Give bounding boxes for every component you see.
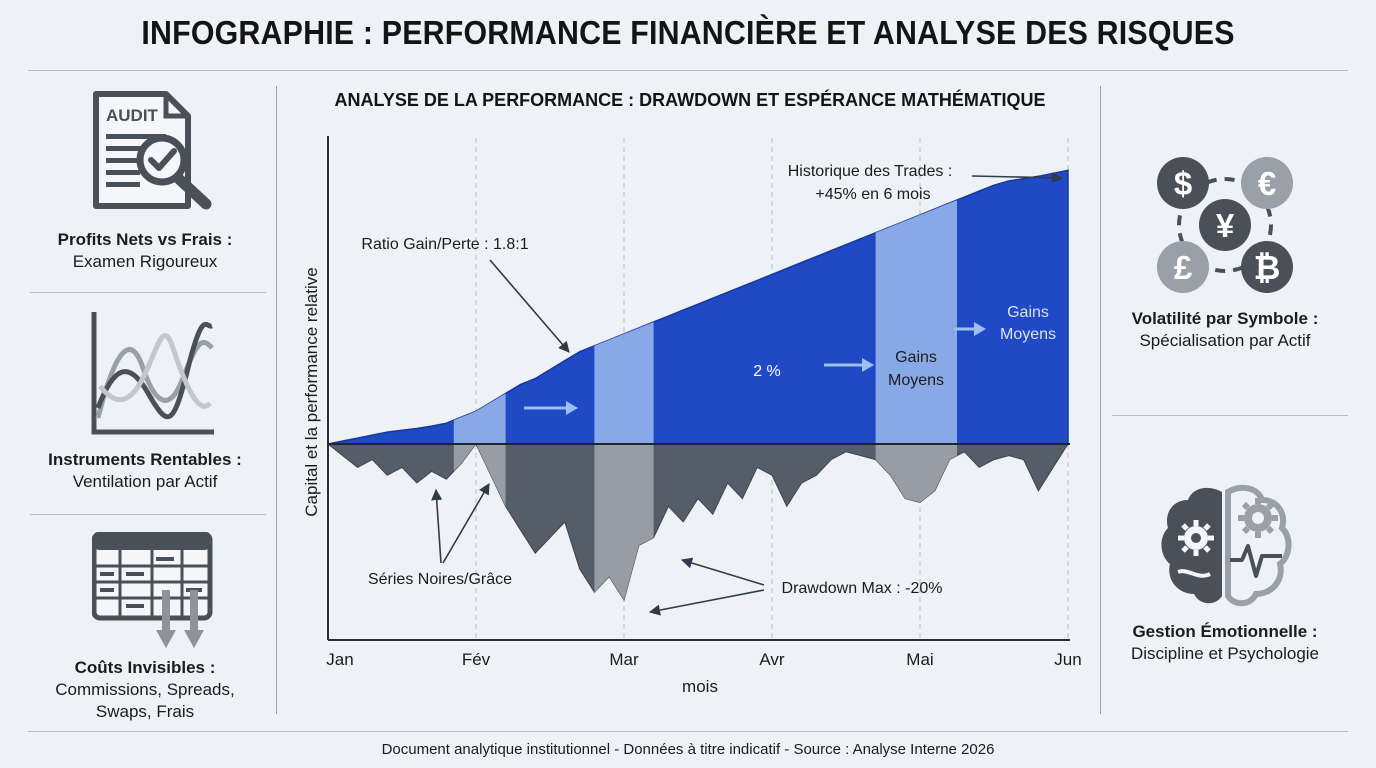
x-tick-label: Jan (326, 650, 353, 669)
annotation-average-label-2: Moyens (1000, 326, 1056, 343)
left-divider-2 (30, 514, 266, 515)
x-tick-label: Mai (906, 650, 933, 669)
panel-net-profits: Profits Nets vs Frais : Examen Rigoureux (20, 229, 270, 273)
flow-arrow-2-head (862, 358, 874, 372)
panel-title: Volatilité par Symbole : (1131, 309, 1319, 328)
arrow-losing-streak-1 (431, 488, 443, 564)
panel-volatility: Volatilité par Symbole : Spécialisation … (1108, 308, 1342, 352)
y-axis-label: Capital et la performance relative (302, 267, 321, 516)
arrow-trade-history (971, 172, 1064, 184)
right-column-divider (1100, 86, 1101, 714)
svg-text:€: € (1258, 165, 1276, 202)
annotation-average-label-1: Moyens (888, 372, 944, 389)
panel-emotional-management: Gestion Émotionnelle : Discipline et Psy… (1108, 621, 1342, 665)
panel-title: Coûts Invisibles : (74, 658, 216, 677)
flow-arrow-3-head (974, 322, 986, 336)
arrow-win-loss-ratio (489, 259, 570, 353)
arrow-losing-streak-2 (442, 483, 490, 564)
page-title: INFOGRAPHIE : PERFORMANCE FINANCIÈRE ET … (141, 14, 1235, 51)
annotation-trade-history: Historique des Trades : (788, 163, 953, 180)
panel-subtitle: Examen Rigoureux (72, 252, 218, 271)
panel-subtitle: Spécialisation par Actif (1139, 331, 1311, 350)
panel-title: Profits Nets vs Frais : (57, 230, 233, 249)
highlight-band-drawdown (453, 444, 506, 507)
x-tick-label: Mar (609, 650, 639, 669)
header-divider (28, 70, 1348, 71)
x-axis-label: mois (682, 677, 718, 696)
svg-text:$: $ (1174, 165, 1192, 202)
right-divider (1112, 415, 1348, 416)
spreadsheet-download-icon (91, 531, 214, 657)
arrow-max-drawdown-1 (680, 557, 765, 586)
x-tick-label: Fév (462, 650, 491, 669)
annotation-max-drawdown: Drawdown Max : -20% (782, 580, 943, 597)
panel-subtitle-line-1: Commissions, Spreads, (55, 680, 235, 699)
x-tick-label: Avr (759, 650, 785, 669)
panel-subtitle-line-2: Swaps, Frais (95, 702, 195, 721)
panel-hidden-costs: Coûts Invisibles : Commissions, Spreads,… (20, 657, 270, 723)
highlight-band-capital (875, 200, 957, 444)
highlight-band-capital (594, 322, 654, 444)
svg-text:¥: ¥ (1216, 207, 1235, 244)
annotation-two-percent: 2 % (753, 363, 781, 380)
annotation-win-loss-ratio: Ratio Gain/Perte : 1.8:1 (361, 236, 528, 253)
svg-text:₿: ₿ (1254, 249, 1281, 286)
chart-title: ANALYSE DE LA PERFORMANCE : DRAWDOWN ET … (334, 90, 1046, 110)
highlight-band-drawdown (875, 444, 957, 503)
svg-text:£: £ (1174, 249, 1193, 286)
panel-subtitle: Ventilation par Actif (72, 472, 218, 491)
flow-arrow-1-head (566, 401, 578, 415)
arrow-max-drawdown-2 (648, 589, 765, 616)
svg-text:AUDIT: AUDIT (106, 106, 159, 125)
highlight-band-drawdown (594, 444, 654, 600)
left-column-divider (276, 86, 277, 714)
annotation-six-month-gain: +45% en 6 mois (815, 186, 930, 203)
annotation-gains-label-1: Gains (895, 349, 937, 366)
panel-title: Instruments Rentables : (48, 450, 242, 469)
footer-divider (28, 731, 1348, 732)
line-chart-icon (88, 308, 218, 443)
left-divider-1 (30, 292, 266, 293)
x-tick-label: Jun (1054, 650, 1081, 669)
highlight-band-capital (453, 393, 506, 444)
panel-profitable-instruments: Instruments Rentables : Ventilation par … (20, 449, 270, 493)
audit-document-icon: AUDIT (88, 88, 218, 221)
panel-subtitle: Discipline et Psychologie (1130, 644, 1320, 663)
panel-title: Gestion Émotionnelle : (1132, 622, 1318, 641)
annotation-gains-label-2: Gains (1007, 304, 1049, 321)
brain-gear-icon (1158, 484, 1292, 613)
currency-symbols-icon: $ € ¥ £ ₿ (1154, 154, 1296, 301)
annotation-losing-streaks: Séries Noires/Grâce (368, 571, 512, 588)
footer-note: Document analytique institutionnel - Don… (381, 741, 995, 758)
